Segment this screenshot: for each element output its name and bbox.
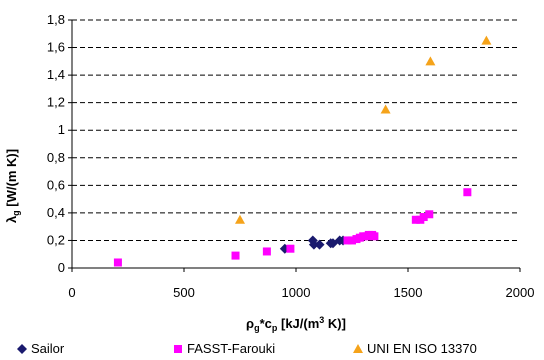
data-point-0-2 xyxy=(308,239,319,250)
legend-marker-2 xyxy=(353,344,363,353)
tick-labels: 0 0,2 0,4 0,6 0,8 1 1,2 1,4 1,6 1,8 0 500 1000 1500 20… xyxy=(47,12,535,300)
x-tick-label-2: 1000 xyxy=(282,285,311,300)
y-tick-label-1: 0,2 xyxy=(47,232,65,247)
data-point-1-13 xyxy=(411,215,420,224)
x-tick-label-4: 2000 xyxy=(506,285,535,300)
y-tick-label-8: 1,6 xyxy=(47,40,65,55)
data-point-1-15 xyxy=(419,213,428,222)
legend-label-1: FASST-Farouki xyxy=(187,341,275,356)
y-tick-label-2: 0,4 xyxy=(47,205,65,220)
axes xyxy=(68,19,521,272)
data-point-1-1 xyxy=(231,251,240,260)
data-point-1-12 xyxy=(370,232,379,241)
legend: Sailor FASST-Farouki UNI EN ISO 13370 xyxy=(17,341,477,356)
x-tick-label-3: 1500 xyxy=(394,285,423,300)
data-point-1-2 xyxy=(262,247,271,256)
data-points xyxy=(113,35,492,267)
y-axis-label: λg [W/(m K)] xyxy=(4,149,21,223)
data-point-2-1 xyxy=(380,104,391,114)
legend-label-2: UNI EN ISO 13370 xyxy=(367,341,477,356)
series-square xyxy=(113,188,472,267)
data-point-2-2 xyxy=(425,56,436,66)
legend-label-0: Sailor xyxy=(31,341,65,356)
x-tick-label-1: 500 xyxy=(173,285,195,300)
x-axis-label: ρg*cp [kJ/(m3 K)] xyxy=(246,315,346,333)
data-point-1-3 xyxy=(286,244,295,253)
legend-marker-0 xyxy=(17,344,27,354)
data-point-1-17 xyxy=(463,188,472,197)
y-tick-label-9: 1,8 xyxy=(47,12,65,27)
y-tick-label-3: 0,6 xyxy=(47,177,65,192)
y-tick-label-7: 1,4 xyxy=(47,67,65,82)
data-point-0-3 xyxy=(314,239,325,250)
x-tick-label-0: 0 xyxy=(68,285,75,300)
y-tick-label-5: 1 xyxy=(58,122,65,137)
y-tick-label-0: 0 xyxy=(58,260,65,275)
series-triangle xyxy=(235,35,492,224)
data-point-1-0 xyxy=(113,258,122,267)
data-point-1-4 xyxy=(343,236,352,245)
data-point-2-0 xyxy=(235,214,245,224)
data-point-1-16 xyxy=(425,210,434,219)
y-tick-label-4: 0,8 xyxy=(47,150,65,165)
gridlines xyxy=(72,19,520,241)
y-tick-label-6: 1,2 xyxy=(47,95,65,110)
data-point-1-5 xyxy=(348,236,356,245)
data-point-2-3 xyxy=(481,35,492,45)
legend-marker-1 xyxy=(174,345,182,353)
